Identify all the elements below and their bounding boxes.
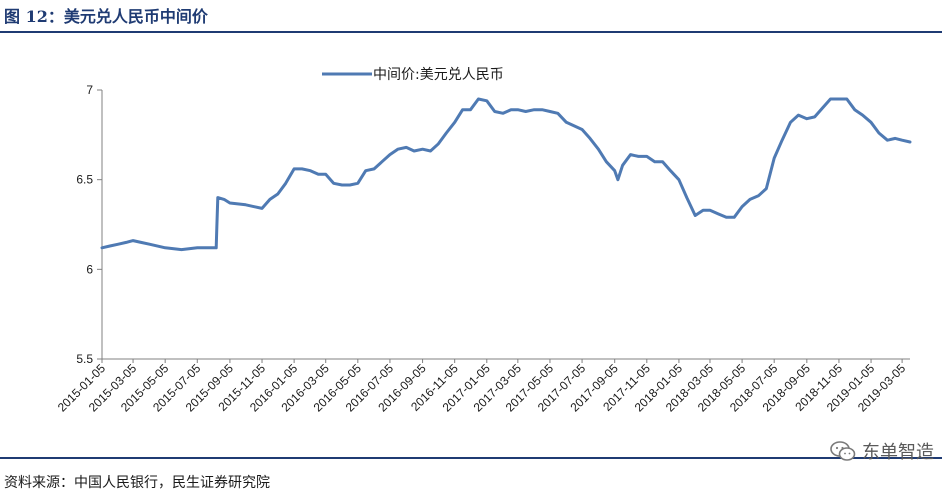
y-tick-label: 6 xyxy=(86,262,93,276)
watermark-text: 东单智造 xyxy=(862,442,934,463)
y-axis: 5.5 6 6.5 7 xyxy=(76,83,103,366)
y-tick-label: 7 xyxy=(86,83,93,97)
legend-label: 中间价:美元兑人民币 xyxy=(373,67,504,83)
title-divider xyxy=(0,31,942,33)
watermark: 东单智造 xyxy=(830,438,934,464)
x-axis: 2015-01-052015-03-052015-05-052015-07-05… xyxy=(55,358,910,415)
y-tick-label: 6.5 xyxy=(76,173,93,187)
footer-divider xyxy=(0,457,942,459)
source-note: 资料来源：中国人民银行，民生证券研究院 xyxy=(4,475,270,491)
figure-title: 图 12：美元兑人民币中间价 xyxy=(4,7,208,26)
wechat-icon xyxy=(830,441,856,461)
y-tick-label: 5.5 xyxy=(76,352,93,366)
legend: 中间价:美元兑人民币 xyxy=(322,67,504,83)
series-line xyxy=(100,97,912,252)
